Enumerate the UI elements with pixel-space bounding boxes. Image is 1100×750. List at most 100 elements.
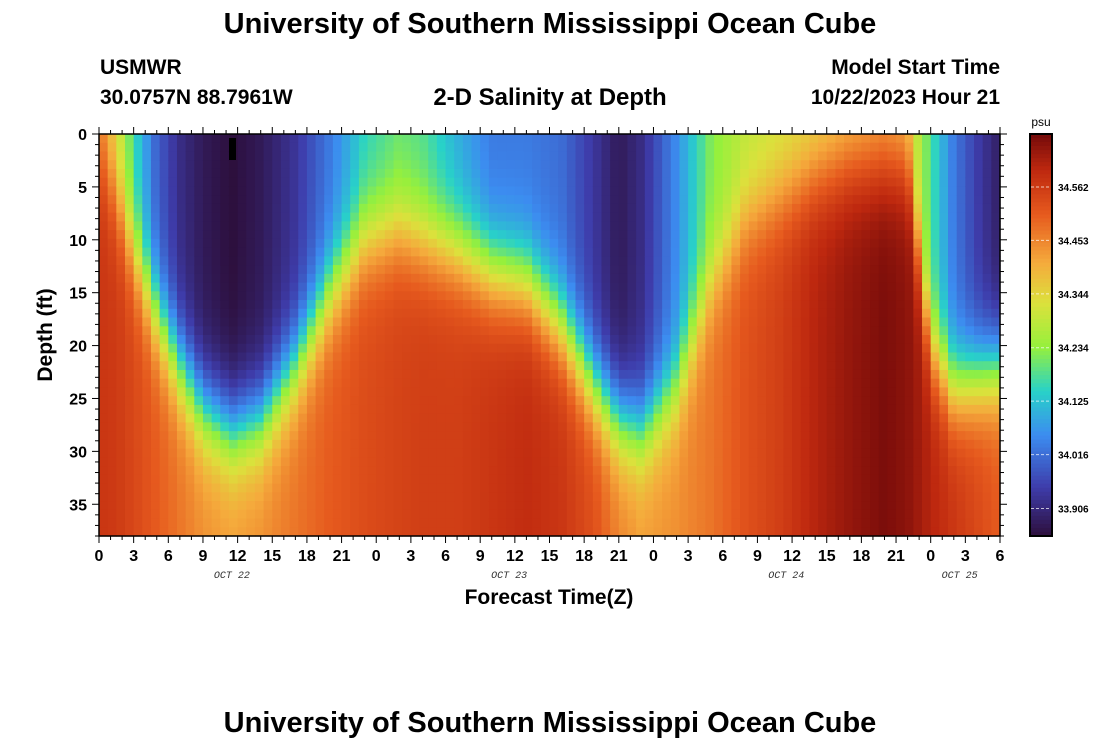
heatmap-cell [783, 151, 793, 161]
heatmap-cell [480, 160, 490, 170]
heatmap-cell [211, 413, 221, 423]
heatmap-cell [272, 492, 282, 502]
heatmap-cell [514, 291, 525, 301]
heatmap-cell [922, 448, 932, 458]
heatmap-cell [506, 203, 516, 214]
heatmap-cell [636, 238, 646, 249]
heatmap-cell [454, 238, 464, 249]
heatmap-cell [792, 466, 802, 476]
heatmap-cell [618, 378, 629, 389]
heatmap-cell [376, 142, 386, 153]
heatmap-cell [766, 448, 776, 458]
heatmap-cell [939, 387, 949, 397]
heatmap-cell [601, 509, 611, 520]
heatmap-cell [956, 335, 966, 345]
heatmap-cell [783, 142, 793, 153]
heatmap-cell [540, 317, 551, 327]
heatmap-cell [705, 265, 715, 275]
heatmap-cell [194, 492, 204, 502]
heatmap-cell [610, 230, 620, 240]
heatmap-cell [462, 151, 473, 161]
heatmap-cell [627, 221, 637, 231]
heatmap-cell [107, 396, 117, 406]
heatmap-cell [133, 134, 143, 144]
heatmap-cell [636, 247, 646, 257]
heatmap-cell [887, 509, 897, 520]
heatmap-cell [618, 431, 629, 441]
heatmap-cell [419, 247, 429, 257]
heatmap-cell [471, 300, 481, 310]
heatmap-cell [835, 186, 845, 196]
x-tick-label: 6 [441, 548, 450, 565]
heatmap-cell [688, 509, 698, 520]
heatmap-cell [332, 142, 343, 153]
heatmap-cell [965, 448, 975, 458]
heatmap-cell [506, 404, 516, 415]
heatmap-cell [991, 396, 1001, 406]
heatmap-cell [272, 361, 282, 371]
heatmap-cell [913, 238, 923, 249]
heatmap-cell [289, 457, 299, 467]
heatmap-cell [896, 282, 906, 292]
heatmap-cell [592, 256, 603, 266]
heatmap-cell [870, 413, 880, 423]
heatmap-cell [627, 396, 637, 406]
heatmap-cell [558, 212, 568, 222]
heatmap-cell [523, 177, 533, 188]
heatmap-cell [220, 509, 230, 520]
x-tick-label: 21 [610, 548, 628, 565]
heatmap-cell [896, 457, 906, 467]
heatmap-cell [488, 221, 499, 231]
heatmap-cell [220, 256, 230, 266]
heatmap-cell [436, 361, 447, 371]
heatmap-cell [956, 160, 966, 170]
heatmap-cell [878, 308, 888, 319]
heatmap-cell [540, 230, 551, 240]
heatmap-cell [592, 195, 603, 205]
heatmap-cell [601, 282, 611, 292]
heatmap-cell [740, 369, 750, 380]
heatmap-cell [636, 300, 646, 310]
heatmap-cell [280, 431, 291, 441]
heatmap-cell [835, 221, 845, 231]
heatmap-cell [107, 195, 117, 205]
heatmap-cell [116, 195, 126, 205]
heatmap-cell [289, 466, 299, 476]
heatmap-cell [506, 483, 516, 493]
heatmap-cell [159, 221, 169, 231]
heatmap-cell [965, 457, 975, 467]
heatmap-cell [523, 308, 533, 319]
heatmap-cell [887, 134, 897, 144]
heatmap-cell [835, 335, 845, 345]
heatmap-cell [402, 387, 412, 397]
heatmap-cell [272, 317, 282, 327]
heatmap-cell [532, 186, 542, 196]
heatmap-cell [662, 518, 672, 528]
heatmap-cell [696, 387, 707, 397]
heatmap-cell [584, 413, 594, 423]
x-tick-label: 3 [961, 548, 970, 565]
heatmap-cell [956, 448, 966, 458]
heatmap-cell [185, 527, 195, 537]
heatmap-cell [540, 195, 551, 205]
heatmap-cell [298, 160, 308, 170]
heatmap-cell [263, 282, 273, 292]
heatmap-cell [332, 457, 343, 467]
heatmap-cell [826, 300, 836, 310]
heatmap-cell [289, 186, 299, 196]
heatmap-cell [497, 404, 507, 415]
heatmap-cell [324, 326, 334, 336]
heatmap-cell [731, 457, 741, 467]
heatmap-cell [445, 265, 455, 275]
heatmap-cell [436, 221, 447, 231]
heatmap-cell [549, 203, 559, 214]
heatmap-cell [627, 326, 637, 336]
heatmap-cell [116, 282, 126, 292]
heatmap-cell [514, 300, 525, 310]
heatmap-cell [696, 422, 707, 432]
heatmap-cell [800, 203, 810, 214]
heatmap-cell [870, 431, 880, 441]
heatmap-cell [220, 404, 230, 415]
heatmap-cell [870, 212, 880, 222]
heatmap-cell [965, 466, 975, 476]
